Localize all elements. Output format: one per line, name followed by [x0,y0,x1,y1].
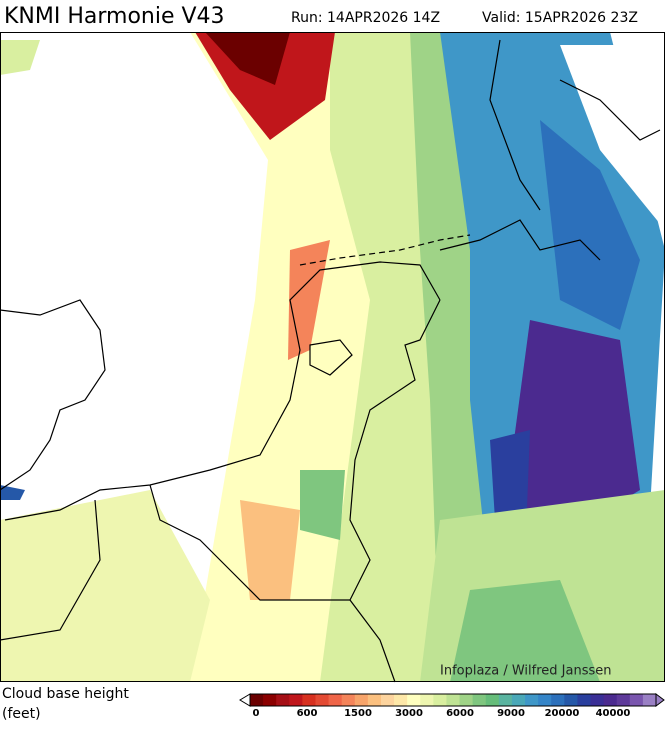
credit: Infoplaza / Wilfred Janssen [440,664,612,679]
colorbar-segment [577,694,592,706]
cloud-field [0,490,210,682]
colorbar-segment [498,694,513,706]
border [299,234,471,266]
cloud-field [240,500,300,600]
colorbar-tick-label: 0 [253,708,260,719]
colorbar-tick-label: 600 [297,708,318,719]
colorbar-segment [341,694,356,706]
colorbar-segment [276,694,290,706]
border [349,299,441,683]
colorbar-tick-label: 40000 [596,708,631,719]
colorbar-tick-label: 3000 [395,708,423,719]
coastline [0,499,101,641]
map [0,32,665,683]
colorbar-segment [302,694,316,706]
border [149,484,350,601]
colorbar-segment [433,694,447,706]
cloud-field [540,120,640,330]
cloud-field [205,32,290,85]
colorbar-segment [367,694,382,706]
colorbar-segment [263,694,277,706]
valid-time: Valid: 15APR2026 23Z [482,10,638,26]
colorbar-segment [315,694,330,706]
colorbar-segment [616,694,631,706]
colorbar-segment [459,694,474,706]
colorbar-segment [564,694,578,706]
colorbar-segment [485,694,500,706]
colorbar-tick-label: 6000 [446,708,474,719]
colorbar-segment [289,694,303,706]
colorbar-tick-label: 1500 [344,708,372,719]
colorbar-segment [525,694,539,706]
legend-label: Cloud base height [2,686,129,702]
colorbar-segment [250,694,264,706]
colorbar-segment [394,694,408,706]
colorbar-segment [590,694,605,706]
colorbar-segment [642,694,657,706]
colorbar-segment [472,694,487,706]
coastline [4,261,441,521]
coastline [439,39,661,261]
colorbar-tick-label: 9000 [497,708,525,719]
colorbar-segment [446,694,461,706]
colorbar-tick-label: 20000 [545,708,580,719]
colorbar-segment [629,694,644,706]
colorbar-segment [328,694,343,706]
coastline [0,299,106,491]
colorbar-segment [603,694,618,706]
title: KNMI Harmonie V43 [4,4,225,29]
cloud-field [300,470,345,540]
coastline [309,339,353,376]
cloud-field [0,40,40,75]
colorbar-segment [354,694,369,706]
colorbar: 0 600 1500 3000 6000 9000 20000 40000 [239,693,665,719]
cloud-field [450,580,600,682]
legend-unit: (feet) [2,706,41,722]
colorbar-segment [511,694,526,706]
colorbar-segment [380,694,395,706]
colorbar-segment [551,694,565,706]
colorbar-segment [407,694,421,706]
colorbar-segment [420,694,434,706]
cloud-field [0,485,25,500]
clear-area [560,45,665,230]
colorbar-segment [538,694,552,706]
run-time: Run: 14APR2026 14Z [291,10,440,26]
colorbar-frame [249,693,657,707]
